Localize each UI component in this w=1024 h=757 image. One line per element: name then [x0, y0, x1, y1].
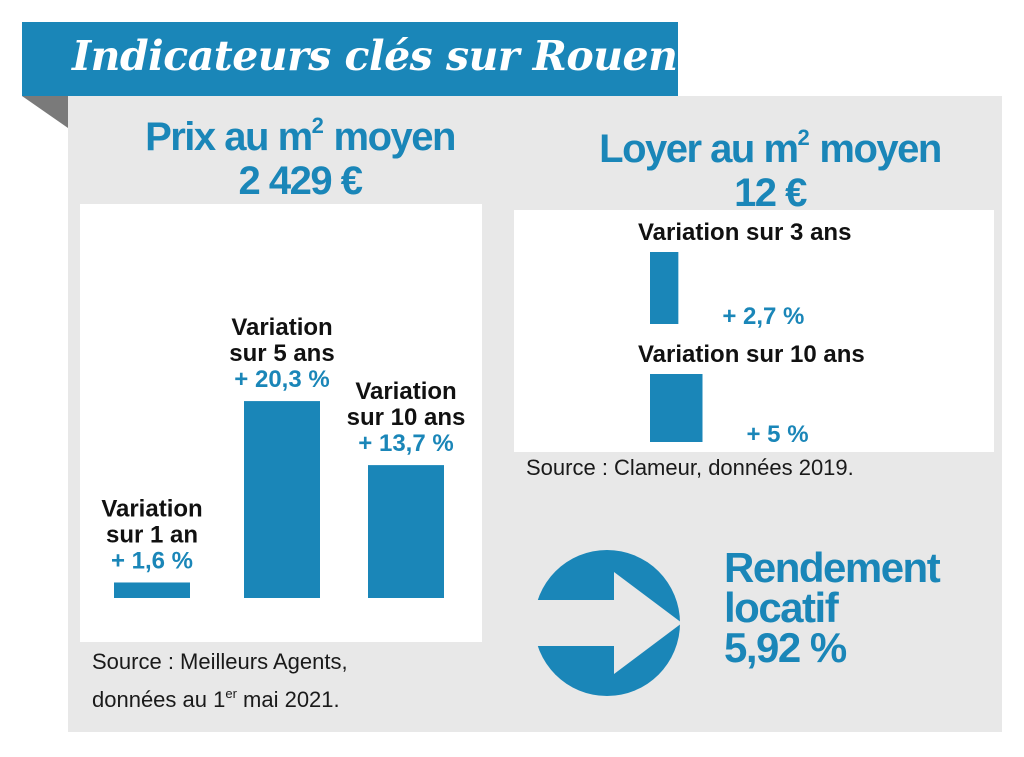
bar-category-label-2-line-2: sur 5 ans: [229, 340, 334, 367]
loyer-heading-tail: moyen: [809, 127, 942, 171]
bar-category-label-1-line-2: sur 1 an: [106, 521, 198, 548]
bar-category-label-1-line-1: Variation: [101, 495, 202, 522]
bar-3: [368, 465, 444, 598]
loyer-heading: Loyer au m2 moyen 12 €: [560, 116, 980, 215]
prix-chart-box: + 1,6 % Variation sur 1 an + 20,3 % Variatio…: [80, 204, 482, 642]
loyer-bar-category-label-1: Variation sur 3 ans: [638, 219, 851, 246]
bar-category-label-2-line-1: Variation: [231, 314, 332, 341]
prix-heading-line: Prix au m2 moyen: [90, 104, 510, 159]
loyer-bar-value-label-1: + 2,7 %: [722, 303, 804, 330]
loyer-heading-main: Loyer au m: [599, 127, 799, 171]
bar-category-label-3-line-2: sur 10 ans: [347, 404, 466, 431]
source-prix: Source : Meilleurs Agents, données au 1e…: [92, 646, 348, 716]
prix-heading-sup: 2: [311, 113, 324, 138]
prix-heading-main: Prix au m: [145, 115, 313, 159]
loyer-variation-chart: Variation sur 3 ans + 2,7 % Variation sur …: [638, 219, 865, 448]
prix-heading: Prix au m2 moyen 2 429 €: [90, 104, 510, 203]
source-loyer: Source : Clameur, données 2019.: [526, 455, 854, 480]
loyer-chart-box: Variation sur 3 ans + 2,7 % Variation sur …: [514, 210, 994, 452]
loyer-bar-value-label-2: + 5 %: [747, 421, 809, 448]
source-prix-line2-after: mai 2021.: [236, 687, 340, 712]
loyer-bar-category-label-2: Variation sur 10 ans: [638, 341, 865, 368]
rendement-line1: Rendement: [724, 544, 941, 591]
bar-2: [244, 401, 320, 598]
bar-category-label-3-line-1: Variation: [355, 378, 456, 405]
source-prix-line2-before: données au 1: [92, 687, 226, 712]
loyer-bar-2: [650, 374, 703, 442]
banner-title: Indicateurs clés sur Rouen: [72, 32, 678, 80]
loyer-bar-1: [650, 252, 679, 324]
loyer-heading-line: Loyer au m2 moyen: [560, 116, 980, 171]
source-prix-line2: données au 1er mai 2021.: [92, 678, 348, 716]
right-arrow-circle-icon: [532, 550, 682, 696]
loyer-heading-sup: 2: [797, 125, 810, 150]
source-prix-line1: Source : Meilleurs Agents,: [92, 649, 348, 674]
bar-value-label-2: + 20,3 %: [234, 366, 329, 393]
bar-value-label-1: + 1,6 %: [111, 547, 193, 574]
prix-value: 2 429 €: [238, 159, 363, 203]
banner-fold: [22, 96, 68, 128]
loyer-value: 12 €: [734, 171, 807, 215]
bar-value-label-3: + 13,7 %: [358, 430, 453, 457]
rendement-block: Rendement locatif 5,92 %: [724, 544, 941, 671]
title-banner: Indicateurs clés sur Rouen: [22, 22, 678, 96]
bar-1: [114, 582, 190, 598]
prix-heading-tail: moyen: [323, 115, 457, 159]
source-prix-line2-sup: er: [225, 686, 237, 701]
rendement-value: 5,92 %: [724, 624, 847, 671]
rendement-line2: locatif: [724, 584, 839, 631]
